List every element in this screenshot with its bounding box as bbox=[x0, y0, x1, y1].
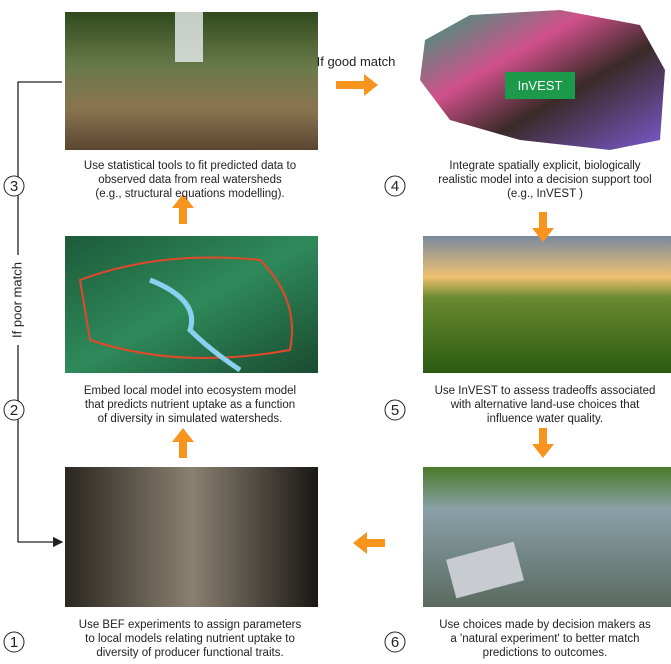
step-number: 6 bbox=[391, 634, 399, 651]
step-caption: observed data from real watersheds bbox=[98, 174, 282, 186]
step-number: 1 bbox=[10, 634, 18, 651]
step-caption: a 'natural experiment' to better match bbox=[450, 633, 639, 645]
good-match-label: If good match bbox=[317, 54, 396, 69]
figure: InVEST If good match If poor match 1 Use … bbox=[0, 0, 671, 664]
step-caption: that predicts nutrient uptake as a funct… bbox=[85, 399, 295, 411]
step-caption: realistic model into a decision support … bbox=[438, 174, 652, 186]
step-caption: Embed local model into ecosystem model bbox=[84, 385, 296, 397]
step-caption: of diversity in simulated watersheds. bbox=[98, 413, 283, 425]
step-caption: influence water quality. bbox=[487, 413, 603, 425]
step-caption: Use choices made by decision makers as bbox=[439, 619, 651, 631]
arrow-left bbox=[353, 532, 385, 554]
step-number: 2 bbox=[10, 402, 18, 419]
invest-badge-label: InVEST bbox=[518, 78, 563, 93]
arrow-right bbox=[336, 74, 378, 96]
arrow-down bbox=[532, 428, 554, 458]
photos bbox=[65, 10, 671, 607]
step-caption: with alternative land-use choices that bbox=[450, 399, 640, 411]
step-number: 5 bbox=[391, 402, 399, 419]
step-caption: predictions to outcomes. bbox=[483, 647, 608, 659]
step-caption: diversity of producer functional traits. bbox=[96, 647, 283, 659]
step-caption: Use statistical tools to fit predicted d… bbox=[84, 160, 296, 172]
step-caption: Integrate spatially explicit, biological… bbox=[449, 160, 640, 172]
step-number: 4 bbox=[391, 178, 399, 195]
field-photo bbox=[423, 236, 671, 373]
step-caption: to local models relating nutrient uptake… bbox=[85, 633, 295, 645]
waterfall bbox=[175, 12, 203, 62]
lab-photo bbox=[65, 467, 318, 607]
step-caption: Use BEF experiments to assign parameters bbox=[79, 619, 302, 631]
step-caption: Use InVEST to assess tradeoffs associate… bbox=[435, 385, 656, 397]
step-caption: (e.g., structural equations modelling). bbox=[95, 188, 284, 200]
poor-match-label: If poor match bbox=[9, 262, 24, 338]
step-number: 3 bbox=[10, 178, 18, 195]
step-caption: (e.g., InVEST ) bbox=[507, 188, 583, 200]
arrow-up bbox=[172, 428, 194, 458]
